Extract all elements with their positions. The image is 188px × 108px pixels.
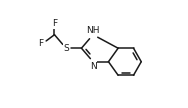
Text: F: F (38, 39, 43, 48)
Text: S: S (63, 44, 69, 53)
Text: F: F (52, 19, 57, 28)
Text: NH: NH (86, 26, 100, 35)
Text: N: N (90, 62, 96, 71)
